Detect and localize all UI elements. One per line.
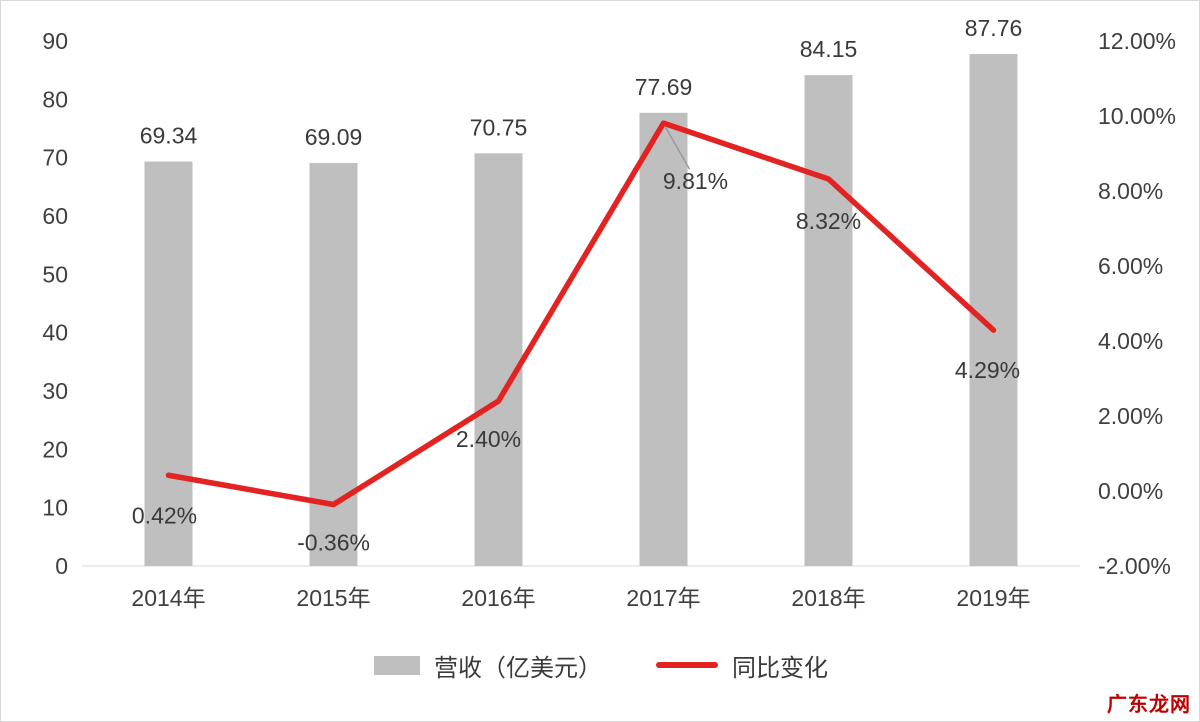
peak-label-leader-line [664, 126, 691, 170]
x-axis-label: 2014年 [131, 585, 205, 611]
revenue-bar[interactable] [309, 162, 358, 566]
legend: 营收（亿美元） 同比变化 [1, 643, 1199, 687]
right-axis-tick: 12.00% [1098, 28, 1176, 54]
revenue-bar[interactable] [639, 112, 688, 566]
legend-bar-label: 营收（亿美元） [434, 654, 602, 682]
revenue-bar[interactable] [474, 153, 523, 566]
revenue-bar[interactable] [144, 161, 193, 566]
right-axis-tick: 4.00% [1098, 328, 1163, 354]
bar-value-label: 69.34 [140, 123, 198, 149]
left-axis-tick: 90 [42, 28, 68, 54]
right-axis-tick: 8.00% [1098, 178, 1163, 204]
right-axis-tick: 2.00% [1098, 403, 1163, 429]
line-value-label: 2.40% [456, 426, 521, 452]
left-axis-tick: 0 [55, 553, 68, 579]
x-axis-label: 2015年 [296, 585, 370, 611]
right-axis-tick: 6.00% [1098, 253, 1163, 279]
x-axis-label: 2016年 [461, 585, 535, 611]
bar-value-label: 77.69 [635, 74, 693, 100]
left-axis-tick: 20 [42, 436, 68, 462]
left-axis-tick: 70 [42, 145, 68, 171]
legend-line-swatch-icon [656, 662, 718, 668]
left-axis-tick: 80 [42, 86, 68, 112]
bar-value-label: 87.76 [965, 15, 1023, 41]
revenue-bar[interactable] [969, 54, 1018, 567]
left-axis-tick: 30 [42, 378, 68, 404]
bar-value-label: 69.09 [305, 124, 363, 150]
bar-value-label: 70.75 [470, 114, 528, 140]
right-axis-tick: 0.00% [1098, 478, 1163, 504]
left-axis-tick: 40 [42, 320, 68, 346]
line-value-label: 8.32% [796, 208, 861, 234]
revenue-bar[interactable] [804, 75, 853, 566]
left-axis-tick: 50 [42, 261, 68, 287]
right-axis-tick: 10.00% [1098, 103, 1176, 129]
line-value-label: 0.42% [132, 502, 197, 528]
watermark: 广东龙网 [1107, 694, 1191, 716]
x-axis-label: 2019年 [956, 585, 1030, 611]
line-value-label: -0.36% [297, 530, 370, 556]
line-value-label: 4.29% [955, 357, 1020, 383]
x-axis-label: 2018年 [791, 585, 865, 611]
yoy-change-line[interactable] [165, 120, 997, 508]
bar-value-label: 84.15 [800, 36, 858, 62]
left-axis-tick: 60 [42, 203, 68, 229]
line-value-label: 9.81% [663, 168, 728, 194]
x-axis-label: 2017年 [626, 585, 700, 611]
right-axis-tick: -2.00% [1098, 553, 1171, 579]
legend-bar-swatch-icon [374, 655, 420, 675]
legend-line-label: 同比变化 [732, 654, 828, 682]
left-axis-tick: 10 [42, 495, 68, 521]
